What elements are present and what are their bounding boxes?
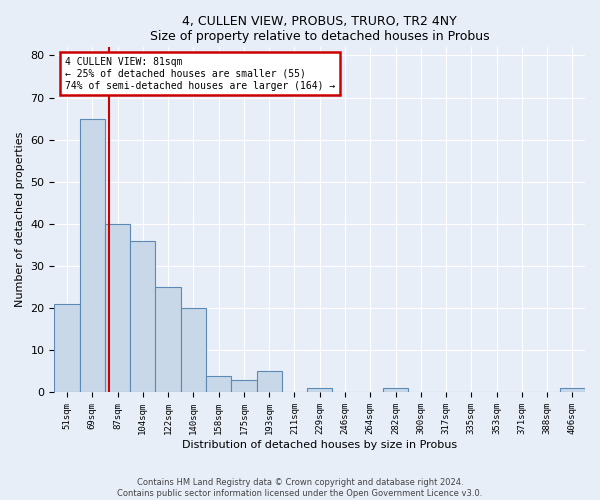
X-axis label: Distribution of detached houses by size in Probus: Distribution of detached houses by size … bbox=[182, 440, 457, 450]
Bar bbox=[130, 241, 155, 392]
Title: 4, CULLEN VIEW, PROBUS, TRURO, TR2 4NY
Size of property relative to detached hou: 4, CULLEN VIEW, PROBUS, TRURO, TR2 4NY S… bbox=[150, 15, 490, 43]
Bar bbox=[206, 376, 231, 392]
Bar bbox=[105, 224, 130, 392]
Bar bbox=[55, 304, 80, 392]
Bar bbox=[231, 380, 257, 392]
Bar bbox=[155, 287, 181, 393]
Text: Contains HM Land Registry data © Crown copyright and database right 2024.
Contai: Contains HM Land Registry data © Crown c… bbox=[118, 478, 482, 498]
Bar bbox=[307, 388, 332, 392]
Bar bbox=[257, 372, 282, 392]
Text: 4 CULLEN VIEW: 81sqm
← 25% of detached houses are smaller (55)
74% of semi-detac: 4 CULLEN VIEW: 81sqm ← 25% of detached h… bbox=[65, 58, 335, 90]
Bar bbox=[560, 388, 585, 392]
Bar bbox=[383, 388, 408, 392]
Y-axis label: Number of detached properties: Number of detached properties bbox=[15, 132, 25, 308]
Bar bbox=[181, 308, 206, 392]
Bar bbox=[80, 118, 105, 392]
